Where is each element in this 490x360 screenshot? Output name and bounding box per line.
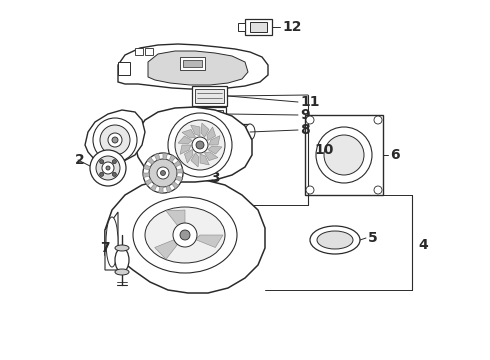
Circle shape <box>175 120 225 170</box>
Circle shape <box>112 172 116 176</box>
Circle shape <box>173 223 197 247</box>
Polygon shape <box>201 123 209 137</box>
Polygon shape <box>169 155 175 162</box>
Circle shape <box>99 172 104 176</box>
Circle shape <box>106 166 110 170</box>
Text: 4: 4 <box>418 238 428 252</box>
Ellipse shape <box>169 124 179 140</box>
Circle shape <box>99 159 104 164</box>
Polygon shape <box>105 178 265 293</box>
Polygon shape <box>180 57 205 70</box>
Circle shape <box>149 159 177 187</box>
Polygon shape <box>191 125 200 136</box>
Text: 10: 10 <box>314 143 333 157</box>
Circle shape <box>90 150 126 186</box>
Circle shape <box>143 153 183 193</box>
Ellipse shape <box>115 248 129 272</box>
Polygon shape <box>85 110 145 163</box>
Circle shape <box>196 141 204 149</box>
Polygon shape <box>207 127 216 140</box>
Ellipse shape <box>106 217 118 267</box>
Text: 11: 11 <box>300 95 319 109</box>
Text: 3: 3 <box>210 171 220 185</box>
Bar <box>305 115 383 195</box>
Polygon shape <box>200 154 209 165</box>
Text: 9: 9 <box>300 108 310 122</box>
Polygon shape <box>196 235 223 248</box>
Polygon shape <box>118 62 130 75</box>
Polygon shape <box>192 86 227 106</box>
Text: 5: 5 <box>368 231 378 245</box>
Ellipse shape <box>133 197 237 273</box>
Polygon shape <box>143 173 149 177</box>
Polygon shape <box>245 19 272 35</box>
Polygon shape <box>159 186 163 193</box>
Circle shape <box>161 171 166 176</box>
Polygon shape <box>145 48 153 55</box>
Polygon shape <box>155 239 177 259</box>
Circle shape <box>100 125 130 155</box>
Polygon shape <box>166 186 172 193</box>
Polygon shape <box>135 48 143 55</box>
Circle shape <box>112 159 116 164</box>
Polygon shape <box>191 153 199 167</box>
Circle shape <box>102 162 114 174</box>
Polygon shape <box>193 107 226 122</box>
Ellipse shape <box>115 245 129 251</box>
Text: 6: 6 <box>390 148 400 162</box>
Text: 7: 7 <box>100 241 110 255</box>
Circle shape <box>374 186 382 194</box>
Polygon shape <box>174 124 250 140</box>
Circle shape <box>192 137 208 153</box>
Polygon shape <box>184 149 193 163</box>
Circle shape <box>168 113 232 177</box>
Circle shape <box>316 127 372 183</box>
Circle shape <box>324 135 364 175</box>
Polygon shape <box>145 179 152 185</box>
Polygon shape <box>208 146 222 154</box>
Polygon shape <box>175 176 182 182</box>
Polygon shape <box>178 136 192 144</box>
Polygon shape <box>196 110 223 119</box>
Polygon shape <box>209 136 220 145</box>
Polygon shape <box>176 168 183 173</box>
Text: 8: 8 <box>300 123 310 137</box>
Polygon shape <box>166 210 185 226</box>
Circle shape <box>306 186 314 194</box>
Ellipse shape <box>245 124 255 140</box>
Circle shape <box>374 116 382 124</box>
Polygon shape <box>118 44 268 89</box>
Polygon shape <box>174 161 181 167</box>
Circle shape <box>180 230 190 240</box>
Polygon shape <box>148 51 248 85</box>
Circle shape <box>93 118 137 162</box>
Polygon shape <box>182 129 196 138</box>
Ellipse shape <box>310 226 360 254</box>
Polygon shape <box>154 153 160 161</box>
Circle shape <box>96 156 120 180</box>
Polygon shape <box>150 184 157 191</box>
Polygon shape <box>195 89 224 103</box>
Circle shape <box>112 137 118 143</box>
Ellipse shape <box>145 207 225 263</box>
Circle shape <box>157 167 169 179</box>
Polygon shape <box>204 152 218 161</box>
Polygon shape <box>144 164 150 170</box>
Polygon shape <box>172 182 179 189</box>
Polygon shape <box>183 60 202 67</box>
Circle shape <box>108 133 122 147</box>
Polygon shape <box>163 153 168 159</box>
Polygon shape <box>105 212 118 270</box>
Polygon shape <box>135 107 252 182</box>
Text: 12: 12 <box>282 20 301 34</box>
Polygon shape <box>147 157 154 164</box>
Ellipse shape <box>317 231 353 249</box>
Polygon shape <box>180 145 191 154</box>
Circle shape <box>306 116 314 124</box>
Polygon shape <box>250 22 267 32</box>
Text: 2: 2 <box>75 153 85 167</box>
Polygon shape <box>238 23 245 31</box>
Ellipse shape <box>115 269 129 275</box>
